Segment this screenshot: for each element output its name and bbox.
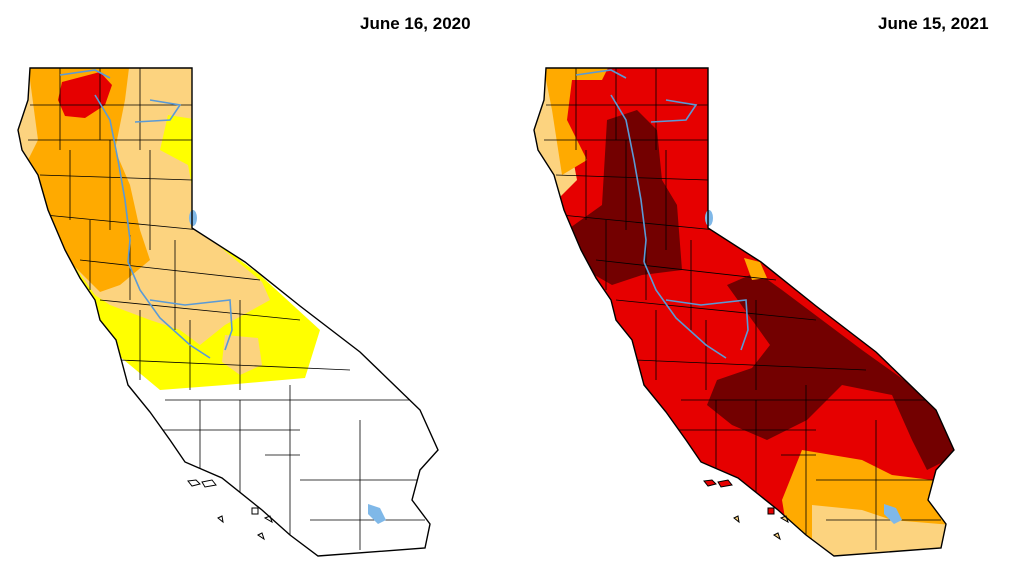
salton-sea-icon xyxy=(884,504,902,524)
drought-map-2021: June 15, 2021 xyxy=(512,0,1024,588)
rivers-2020 xyxy=(59,69,233,359)
map-date-label: June 15, 2021 xyxy=(878,14,989,33)
severe-drought-coast xyxy=(542,68,612,175)
rivers-2021 xyxy=(575,69,749,359)
salton-sea-icon xyxy=(368,504,386,524)
county-lines-2021 xyxy=(544,68,946,550)
moderate-drought-south xyxy=(812,505,952,556)
exceptional-drought-valley xyxy=(567,110,682,285)
severe-drought-patch xyxy=(744,258,767,280)
drought-map-2020: June 16, 2020 xyxy=(17,14,471,557)
drought-regions-2021 xyxy=(534,68,954,556)
lake-tahoe-icon xyxy=(189,210,197,226)
california-map-2020 xyxy=(17,67,439,557)
extreme-drought-region xyxy=(58,72,112,118)
drought-regions-2020 xyxy=(18,68,320,390)
channel-islands-2021 xyxy=(703,479,789,541)
exceptional-drought-south xyxy=(707,272,954,470)
lake-tahoe-icon xyxy=(705,210,713,226)
california-map-2021 xyxy=(533,67,955,557)
county-lines-2020 xyxy=(28,68,430,550)
moderate-drought-patch-2 xyxy=(190,300,220,330)
map-date-label: June 16, 2020 xyxy=(360,14,471,33)
